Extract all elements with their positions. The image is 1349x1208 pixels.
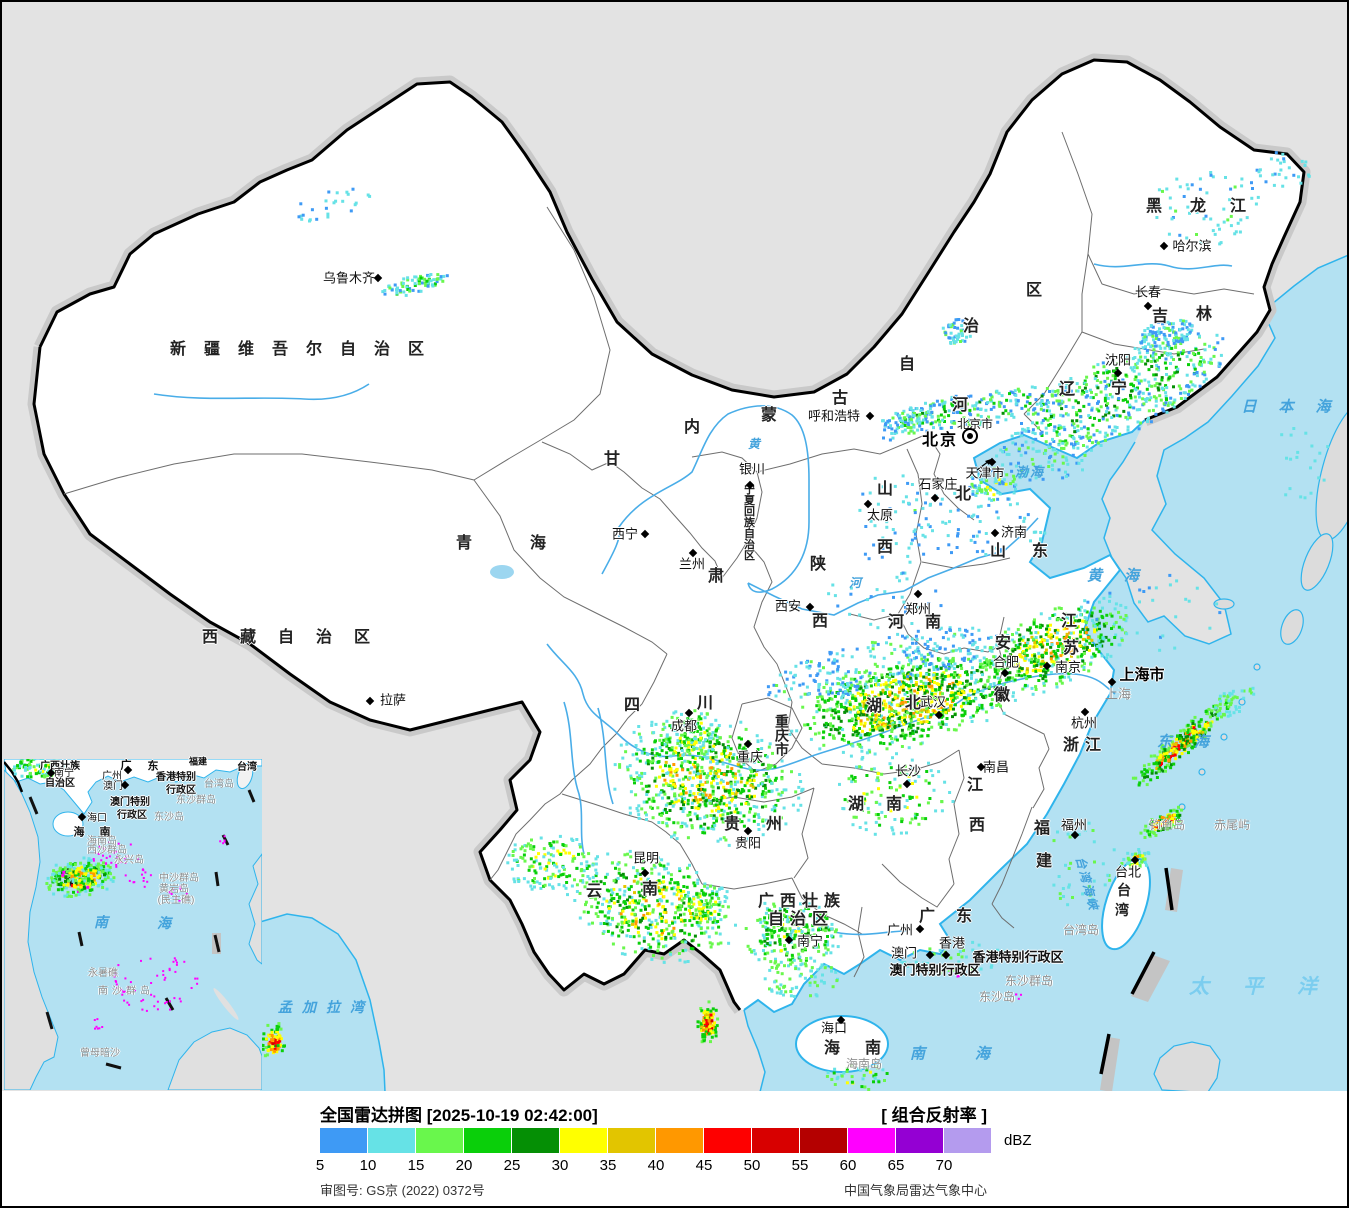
legend-tick: 70 xyxy=(935,1157,953,1174)
legend-tick: 10 xyxy=(359,1157,377,1174)
legend-color-cell xyxy=(656,1128,703,1153)
unit-label: dBZ xyxy=(1004,1132,1032,1149)
legend-color-cell xyxy=(320,1128,367,1153)
inset-radar-echo-layer xyxy=(12,759,226,1030)
legend-color-cell xyxy=(464,1128,511,1153)
hainan-island xyxy=(795,1015,889,1073)
inset-china-coast xyxy=(4,759,262,815)
rivers xyxy=(153,263,1233,936)
east-south-sea xyxy=(744,255,1347,1092)
legend-tick: 65 xyxy=(887,1157,905,1174)
license-number: 审图号: GS京 (2022) 0372号 xyxy=(320,1183,485,1198)
legend-color-cell xyxy=(944,1128,991,1153)
legend-color-cell xyxy=(704,1128,751,1153)
legend-tick: 15 xyxy=(407,1157,425,1174)
legend-color-cell xyxy=(560,1128,607,1153)
inset-taiwan xyxy=(236,762,254,790)
color-scale-bar xyxy=(320,1128,992,1153)
inset-luzon xyxy=(248,853,262,965)
trench-markers xyxy=(1099,867,1183,1092)
legend-panel: 全国雷达拼图 [2025-10-19 02:42:00] [ 组合反射率 ] d… xyxy=(2,1091,1347,1206)
inset-vietnam xyxy=(4,769,59,1090)
source-label: 中国气象局雷达气象中心 xyxy=(843,1183,987,1198)
legend-tick: 5 xyxy=(315,1157,325,1174)
inset-palawan xyxy=(213,988,239,1020)
legend-tick: 30 xyxy=(551,1157,569,1174)
legend-tick: 40 xyxy=(647,1157,665,1174)
product-label: [ 组合反射率 ] xyxy=(881,1106,987,1125)
taiwan-island xyxy=(1101,857,1151,951)
japan-islands xyxy=(1178,403,1347,811)
legend-tick: 50 xyxy=(743,1157,761,1174)
inset-border xyxy=(4,761,24,793)
inset-borneo xyxy=(167,1027,262,1090)
legend-color-cell xyxy=(608,1128,655,1153)
south-china-sea-inset[interactable] xyxy=(4,759,262,1090)
legend-tick: 25 xyxy=(503,1157,521,1174)
bay-of-bengal xyxy=(260,914,385,1092)
luzon-island xyxy=(1153,1041,1221,1093)
legend-color-cell xyxy=(800,1128,847,1153)
legend-color-cell xyxy=(368,1128,415,1153)
inset-hainan xyxy=(52,811,84,837)
map-title: 全国雷达拼图 [2025-10-19 02:42:00] xyxy=(320,1106,598,1125)
qinghai-lake xyxy=(490,565,514,579)
legend-color-cell xyxy=(896,1128,943,1153)
foreign-coastline xyxy=(259,254,1347,1093)
legend-color-cell xyxy=(848,1128,895,1153)
national-border xyxy=(32,58,1306,1011)
legend-tick: 55 xyxy=(791,1157,809,1174)
radar-echo-layer xyxy=(260,151,1330,1091)
legend-tick: 35 xyxy=(599,1157,617,1174)
legend-tick: 20 xyxy=(455,1157,473,1174)
legend-tick: 45 xyxy=(695,1157,713,1174)
legend-color-cell xyxy=(416,1128,463,1153)
legend-tick: 60 xyxy=(839,1157,857,1174)
legend-color-cell xyxy=(512,1128,559,1153)
legend-color-cell xyxy=(752,1128,799,1153)
